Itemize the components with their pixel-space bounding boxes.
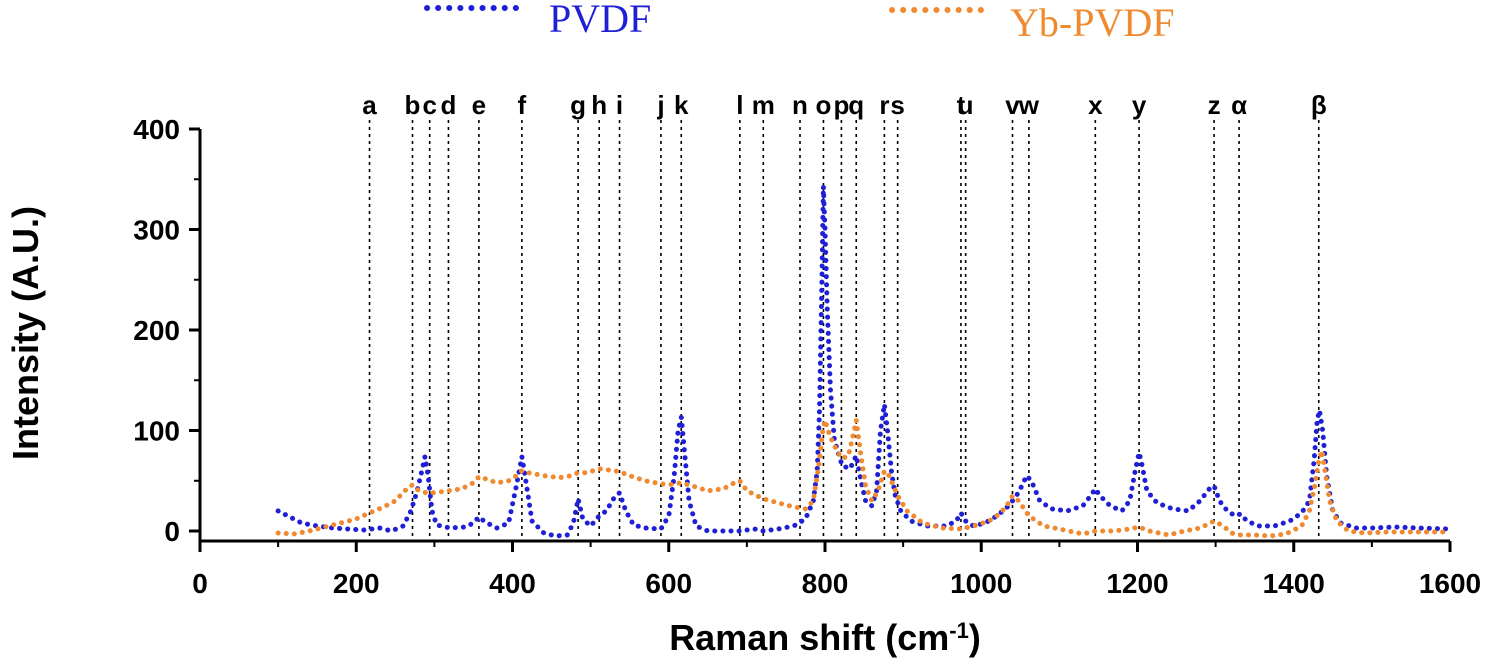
peak-marker-label-19: t — [957, 90, 966, 120]
y-tick-label-3: 300 — [133, 215, 180, 246]
peak-marker-label-23: x — [1088, 90, 1103, 120]
y-tick-label-4: 400 — [133, 114, 180, 145]
x-tick-label-6: 1200 — [1106, 568, 1168, 599]
y-axis-title: Intensity (A.U.) — [5, 206, 46, 460]
peak-marker-label-25: z — [1208, 90, 1221, 120]
peak-marker-label-8: i — [616, 90, 623, 120]
series-line-pvdf — [275, 183, 1453, 539]
peak-marker-label-24: y — [1132, 90, 1147, 120]
peak-markers: a b c d e f g h i j k l m n o pq r s tu v w x y z α β — [362, 90, 1327, 541]
peak-marker-label-10: k — [674, 90, 689, 120]
peak-marker-label-22: w — [1018, 90, 1040, 120]
y-tick-label-2: 200 — [133, 315, 180, 346]
y-ticks: 0 100 200 300 400 — [133, 114, 200, 547]
y-tick-label-1: 100 — [133, 416, 180, 447]
peak-marker-label-7: h — [591, 90, 607, 120]
peak-marker-label-2: c — [422, 90, 436, 120]
peak-marker-label-17: r — [879, 90, 889, 120]
x-tick-label-4: 800 — [802, 568, 849, 599]
peak-marker-label-26: α — [1231, 90, 1247, 120]
legend-label-pvdf: PVDF — [549, 0, 651, 41]
legend: PVDF Yb-PVDF — [424, 0, 1174, 45]
series-line-yb-pvdf — [275, 417, 1453, 539]
x-tick-label-7: 1400 — [1263, 568, 1325, 599]
x-tick-label-3: 600 — [645, 568, 692, 599]
peak-marker-label-20: u — [958, 90, 974, 120]
data-series — [275, 183, 1453, 539]
peak-marker-label-14: o — [815, 90, 831, 120]
peak-marker-label-4: e — [472, 90, 486, 120]
x-tick-label-1: 200 — [333, 568, 380, 599]
axes — [198, 129, 1450, 543]
peak-marker-label-6: g — [570, 90, 586, 120]
peak-marker-label-9: j — [656, 90, 664, 120]
peak-marker-label-11: l — [736, 90, 743, 120]
x-tick-label-0: 0 — [192, 568, 208, 599]
peak-marker-label-18: s — [890, 90, 904, 120]
peak-marker-label-1: b — [405, 90, 421, 120]
peak-marker-label-12: m — [752, 90, 775, 120]
peak-marker-label-21: v — [1005, 90, 1020, 120]
peak-marker-label-0: a — [362, 90, 377, 120]
x-axis-title: Raman shift (cm-1) — [669, 617, 981, 658]
peak-marker-label-3: d — [440, 90, 456, 120]
x-ticks: 0 200 400 600 800 1000 1200 1400 1600 — [192, 541, 1481, 599]
peak-marker-label-5: f — [518, 90, 527, 120]
peak-marker-label-27: β — [1311, 90, 1327, 120]
peak-marker-label-15: p — [833, 90, 849, 120]
peak-marker-label-16: q — [848, 90, 864, 120]
x-tick-label-2: 400 — [489, 568, 536, 599]
y-tick-label-0: 0 — [164, 516, 180, 547]
x-tick-label-8: 1600 — [1419, 568, 1481, 599]
legend-label-yb-pvdf: Yb-PVDF — [1010, 0, 1174, 45]
peak-marker-label-13: n — [792, 90, 808, 120]
x-tick-label-5: 1000 — [950, 568, 1012, 599]
